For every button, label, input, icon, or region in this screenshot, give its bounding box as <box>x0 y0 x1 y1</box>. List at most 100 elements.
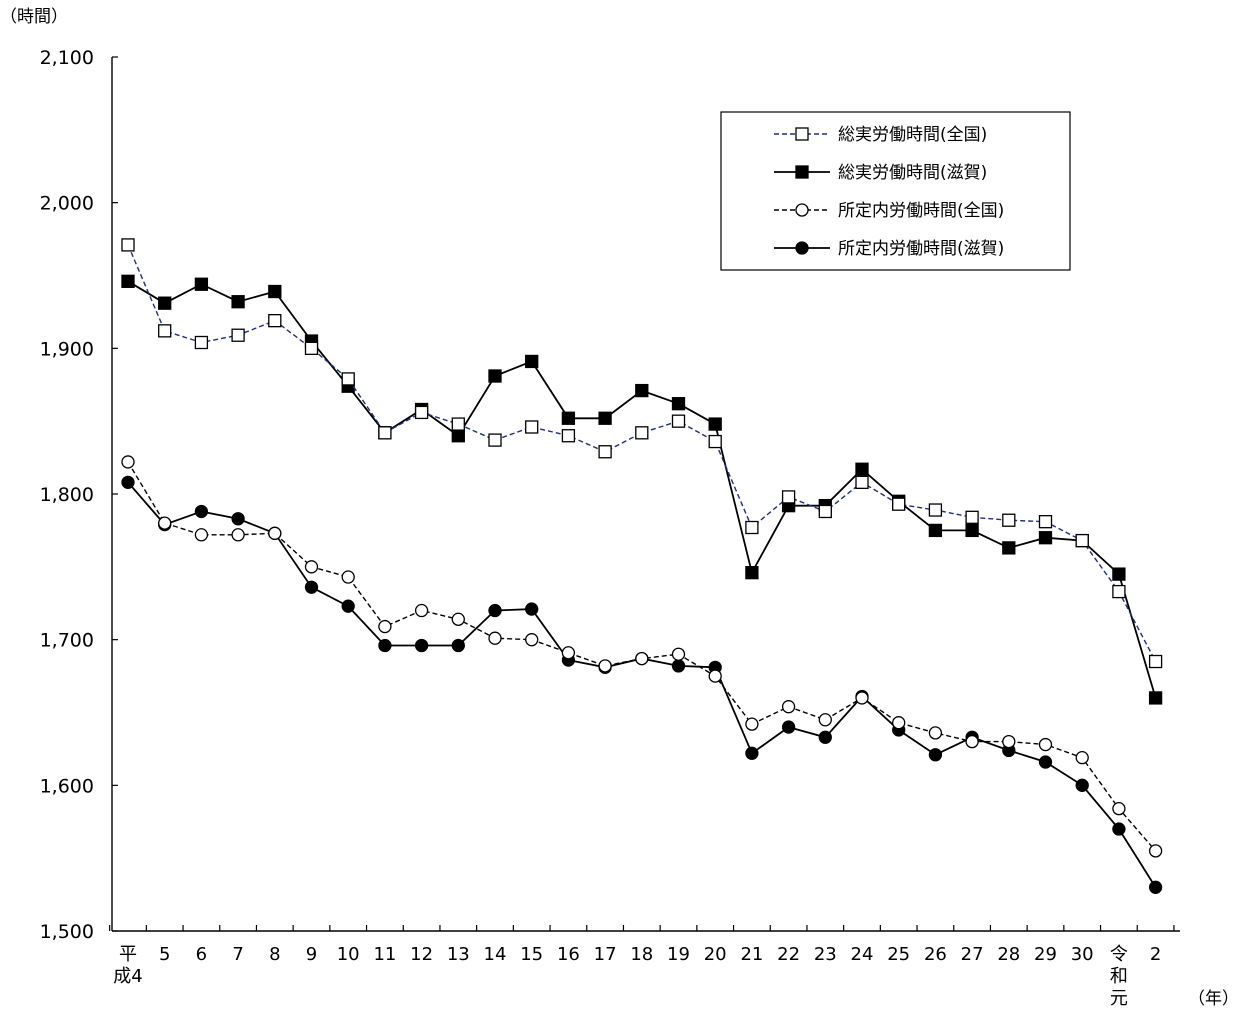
legend-label: 所定内労働時間(全国) <box>838 201 1004 221</box>
data-point <box>598 445 612 459</box>
data-point <box>928 726 943 740</box>
series-layer <box>121 238 1163 894</box>
y-tick-label: 2,000 <box>40 193 94 215</box>
data-point <box>1075 778 1089 792</box>
y-tick-label: 1,600 <box>40 775 94 797</box>
data-point <box>1002 541 1016 555</box>
y-tick-label: 1,900 <box>40 338 94 360</box>
x-tick-label: 29 <box>1034 944 1057 965</box>
data-point <box>121 238 135 252</box>
data-point <box>745 746 759 760</box>
x-tick-label: 27 <box>961 944 984 965</box>
data-point <box>194 335 209 350</box>
data-point <box>1112 822 1126 836</box>
legend-label: 所定内労働時間(滋賀) <box>838 239 1004 259</box>
data-point <box>745 520 759 535</box>
data-point <box>488 603 502 618</box>
data-point <box>451 417 465 431</box>
x-tick-label: 20 <box>704 944 727 965</box>
data-point <box>818 713 832 727</box>
data-point <box>781 490 796 504</box>
data-point <box>781 720 796 734</box>
series-line <box>127 481 1157 888</box>
series-line <box>127 280 1157 699</box>
data-point <box>488 631 502 645</box>
x-tick-label: 18 <box>630 944 653 965</box>
data-point <box>855 691 869 705</box>
data-point <box>795 165 809 179</box>
data-point <box>158 296 172 310</box>
data-point <box>1112 584 1126 599</box>
data-point <box>1002 734 1016 749</box>
data-point <box>635 651 649 666</box>
data-point <box>818 504 832 519</box>
x-tick-label: 7 <box>232 944 243 965</box>
data-point <box>745 717 759 731</box>
data-point <box>561 646 576 660</box>
data-point <box>304 341 319 355</box>
data-point <box>781 700 796 714</box>
data-point <box>1148 654 1163 669</box>
data-point <box>1075 533 1089 548</box>
data-point <box>341 599 355 613</box>
data-point <box>121 475 135 489</box>
data-point <box>194 528 209 542</box>
data-point <box>231 328 245 342</box>
data-point <box>1148 844 1163 858</box>
y-axis-unit: （時間） <box>0 7 68 27</box>
x-tick-label: 11 <box>373 944 396 965</box>
x-tick-label: 16 <box>557 944 580 965</box>
x-tick-label: 28 <box>997 944 1020 965</box>
data-point <box>598 411 612 425</box>
data-point <box>671 647 686 661</box>
data-point <box>525 420 539 434</box>
data-point <box>488 369 502 383</box>
x-tick-label: 14 <box>484 944 507 965</box>
x-tick-label: 9 <box>306 944 317 965</box>
legend-box <box>720 111 1071 271</box>
data-point <box>561 429 576 443</box>
data-point <box>965 734 979 749</box>
data-point <box>525 602 539 616</box>
data-point <box>708 417 722 431</box>
data-point <box>304 560 319 574</box>
x-tick-label: 30 <box>1071 944 1094 965</box>
data-point <box>1075 751 1089 765</box>
series-1 <box>121 238 1163 669</box>
data-point <box>635 426 649 440</box>
data-point <box>708 434 722 449</box>
y-tick-label: 1,800 <box>40 484 94 506</box>
data-point <box>818 730 832 744</box>
data-point <box>1148 691 1163 705</box>
data-point <box>158 516 172 530</box>
x-tick-label: 5 <box>159 944 170 965</box>
x-tick-label: 15 <box>520 944 543 965</box>
data-point <box>1112 801 1126 816</box>
x-tick-label: 12 <box>410 944 433 965</box>
data-point <box>708 669 722 683</box>
data-point <box>745 566 759 580</box>
x-tick-label: 21 <box>740 944 763 965</box>
data-point <box>378 619 392 634</box>
y-tick-label: 1,700 <box>40 630 94 652</box>
x-tick-label: 26 <box>924 944 947 965</box>
data-point <box>795 127 809 141</box>
series-line <box>127 244 1157 662</box>
series-2 <box>121 274 1163 705</box>
data-point <box>1038 737 1053 752</box>
x-tick-label: 令和元 <box>1110 944 1128 1009</box>
data-point <box>1038 515 1053 529</box>
data-point <box>635 383 649 398</box>
series-3 <box>121 455 1163 858</box>
data-point <box>795 203 809 217</box>
data-point <box>451 638 465 653</box>
data-point <box>378 638 392 653</box>
x-tick-label: 22 <box>777 944 800 965</box>
x-tick-label: 24 <box>851 944 874 965</box>
data-point <box>965 523 979 538</box>
data-point <box>855 475 869 489</box>
legend-label: 総実労働時間(滋賀) <box>838 163 987 183</box>
legend: 総実労働時間(全国) 総実労働時間(滋賀) 所定内労働時間(全国) 所定内労働時間(滋… <box>720 111 1071 271</box>
data-point <box>194 277 209 291</box>
